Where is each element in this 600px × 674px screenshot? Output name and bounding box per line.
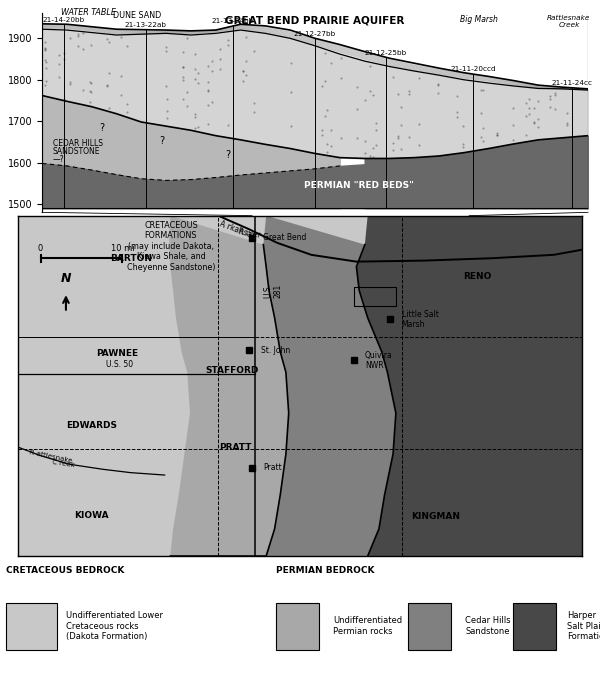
Bar (6, 603, 57, 650)
Text: 21-13-22ab: 21-13-22ab (125, 22, 167, 28)
Bar (408, 603, 451, 650)
Polygon shape (356, 216, 582, 556)
Text: U.S.
281: U.S. 281 (263, 283, 283, 298)
Text: PRATT: PRATT (219, 443, 251, 452)
Text: Little Salt
Marsh: Little Salt Marsh (401, 310, 439, 329)
Text: Pratt: Pratt (263, 463, 282, 472)
Text: CRETACEOUS BEDROCK: CRETACEOUS BEDROCK (6, 566, 124, 575)
Text: 21-12-27bb: 21-12-27bb (294, 31, 336, 36)
Text: GREAT BEND PRAIRIE AQUIFER: GREAT BEND PRAIRIE AQUIFER (226, 15, 404, 25)
Bar (276, 603, 319, 650)
Text: KIOWA: KIOWA (74, 511, 109, 520)
Text: Cedar Hills
Sandstone: Cedar Hills Sandstone (465, 617, 511, 636)
Text: CRETACEOUS
FORMATIONS
(may include Dakota,
Kiowa Shale, and
Cheyenne Sandstone): CRETACEOUS FORMATIONS (may include Dakot… (127, 221, 215, 272)
Text: 21-11-24cc: 21-11-24cc (551, 80, 592, 86)
Text: N: N (61, 272, 71, 286)
Text: CEDAR HILLS: CEDAR HILLS (53, 140, 103, 148)
Text: BARTON: BARTON (110, 253, 152, 263)
Text: A rkansas: A rkansas (218, 219, 257, 241)
Text: St. John: St. John (260, 346, 290, 355)
Text: ?: ? (225, 150, 230, 160)
Text: ?: ? (160, 136, 164, 146)
Polygon shape (263, 216, 396, 556)
Text: ?: ? (100, 123, 104, 133)
Text: STAFFORD: STAFFORD (206, 366, 259, 375)
Text: R iver: R iver (238, 228, 262, 241)
Polygon shape (169, 216, 289, 556)
Text: 21-13-24bb: 21-13-24bb (212, 18, 254, 24)
Text: 21-14-20bb: 21-14-20bb (43, 17, 85, 22)
Bar (353, 287, 396, 306)
Text: 21-11-20ccd: 21-11-20ccd (451, 67, 496, 73)
Text: RENO: RENO (463, 272, 492, 282)
Text: Rattlesnake
Creek: Rattlesnake Creek (547, 15, 590, 28)
Text: 0: 0 (38, 244, 43, 253)
Text: PAWNEE: PAWNEE (95, 349, 138, 358)
Text: Quivira
NWR: Quivira NWR (365, 350, 392, 370)
Text: KINGMAN: KINGMAN (411, 512, 460, 522)
Text: Undifferentiated
Permian rocks: Undifferentiated Permian rocks (333, 617, 402, 636)
Text: C reek: C reek (52, 459, 75, 468)
Text: PERMIAN "RED BEDS": PERMIAN "RED BEDS" (304, 181, 413, 190)
Text: Great Bend: Great Bend (263, 233, 307, 243)
Text: DUNE SAND: DUNE SAND (113, 11, 161, 20)
Text: R attlesnake: R attlesnake (29, 449, 73, 464)
Text: 21-12-25bb: 21-12-25bb (365, 50, 407, 56)
Text: SANDSTONE: SANDSTONE (53, 148, 100, 156)
Text: —?: —? (53, 155, 65, 164)
Text: PERMIAN BEDROCK: PERMIAN BEDROCK (276, 566, 374, 575)
Text: Undifferentiated Lower
Cretaceous rocks
(Dakota Formation): Undifferentiated Lower Cretaceous rocks … (66, 611, 163, 641)
Text: U.S. 50: U.S. 50 (106, 360, 133, 369)
Text: WATER TABLE: WATER TABLE (61, 8, 116, 17)
Text: Harper
Salt Plain
Formation: Harper Salt Plain Formation (567, 611, 600, 641)
Bar (513, 603, 556, 650)
Text: Big Marsh: Big Marsh (460, 15, 498, 24)
Text: 10 mi: 10 mi (110, 244, 134, 253)
Text: EDWARDS: EDWARDS (66, 421, 117, 429)
